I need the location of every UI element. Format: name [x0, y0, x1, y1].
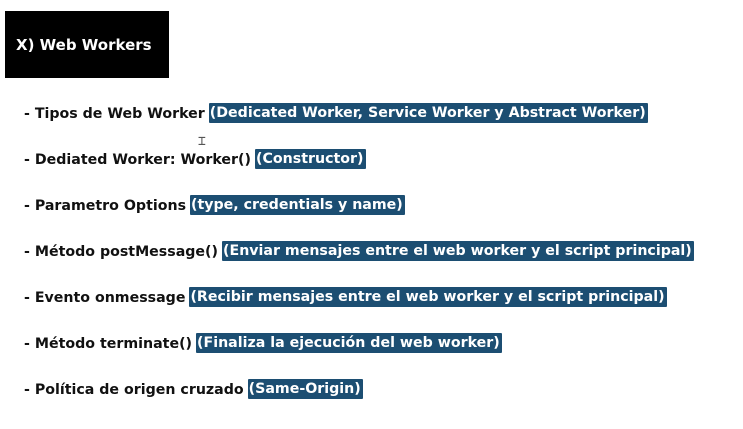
list-item: - Evento onmessage (Recibir mensajes ent…: [24, 287, 739, 333]
slide-title-box: X) Web Workers: [5, 11, 169, 78]
item-note-highlight: (Recibir mensajes entre el web worker y …: [189, 287, 667, 307]
list-item: - Dediated Worker: Worker() (Constructor…: [24, 149, 739, 195]
item-note-highlight: (type, credentials y name): [190, 195, 405, 215]
item-note-highlight: (Same-Origin): [247, 379, 363, 399]
item-note-highlight: (Finaliza la ejecución del web worker): [196, 333, 502, 353]
slide-title: X) Web Workers: [16, 35, 152, 54]
list-item: - Tipos de Web Worker (Dedicated Worker,…: [24, 103, 739, 149]
text-cursor-icon: ⌶: [198, 134, 206, 149]
item-label: - Parametro Options: [24, 198, 187, 214]
item-note-highlight: (Dedicated Worker, Service Worker y Abst…: [208, 103, 648, 123]
item-label: - Política de origen cruzado: [24, 382, 244, 398]
list-item: - Parametro Options (type, credentials y…: [24, 195, 739, 241]
list-item: - Método terminate() (Finaliza la ejecuc…: [24, 333, 739, 379]
item-label: - Tipos de Web Worker: [24, 106, 205, 122]
item-label: - Evento onmessage: [24, 290, 186, 306]
item-note-highlight: (Constructor): [255, 149, 366, 169]
item-label: - Método postMessage(): [24, 244, 219, 260]
item-note-highlight: (Enviar mensajes entre el web worker y e…: [222, 241, 694, 261]
list-item: - Política de origen cruzado (Same-Origi…: [24, 379, 739, 425]
topic-list: - Tipos de Web Worker (Dedicated Worker,…: [24, 103, 739, 425]
item-label: - Dediated Worker: Worker(): [24, 152, 252, 168]
list-item: - Método postMessage() (Enviar mensajes …: [24, 241, 739, 287]
item-label: - Método terminate(): [24, 336, 193, 352]
